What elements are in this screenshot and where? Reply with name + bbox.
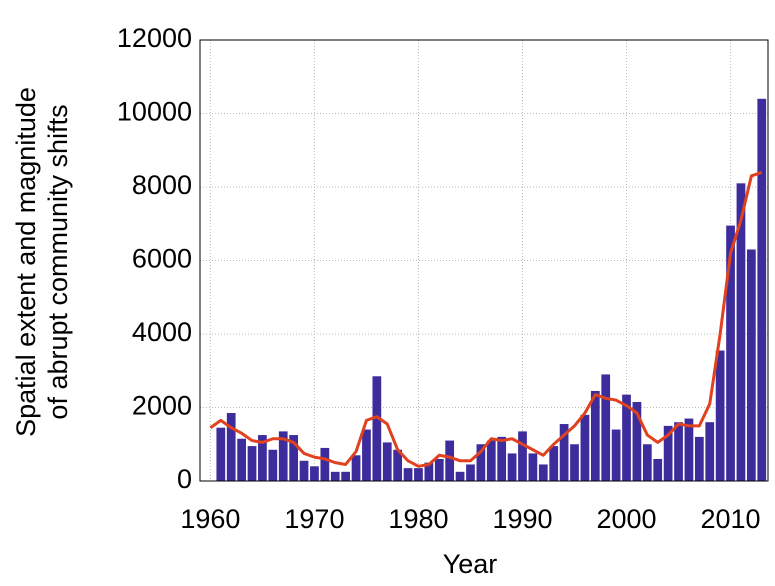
bar <box>674 422 683 481</box>
bar <box>549 446 559 481</box>
x-tick-label: 1960 <box>180 504 240 534</box>
bar <box>497 436 507 481</box>
bar <box>518 431 527 481</box>
bar <box>341 471 351 481</box>
bar <box>289 435 298 481</box>
bar <box>622 394 631 481</box>
x-tick-label: 2000 <box>596 504 656 534</box>
bar <box>580 414 590 481</box>
bar <box>601 374 611 481</box>
plot-frame <box>199 39 769 482</box>
bar <box>330 471 340 481</box>
bar <box>590 390 600 481</box>
y-axis-label: of abrupt community shifts <box>43 104 73 419</box>
bar <box>278 431 288 481</box>
x-tick-label: 1990 <box>492 504 552 534</box>
bar <box>434 458 444 481</box>
bar <box>226 413 236 481</box>
bar <box>632 401 642 481</box>
bar <box>736 183 746 481</box>
bar <box>486 440 496 481</box>
bar <box>726 225 735 481</box>
bar <box>746 249 756 481</box>
bar <box>424 462 434 481</box>
y-tick-label: 4000 <box>132 317 192 347</box>
bar <box>653 458 663 481</box>
bar <box>466 464 475 481</box>
bar <box>663 425 673 481</box>
y-axis-label: Spatial extent and magnitude <box>11 87 41 437</box>
y-tick-label: 6000 <box>132 244 192 274</box>
bar <box>455 471 465 481</box>
bar <box>247 446 257 481</box>
bar <box>299 460 309 481</box>
bar <box>684 418 694 481</box>
bar <box>268 449 278 481</box>
bar <box>705 422 715 481</box>
bar <box>642 444 652 481</box>
bar <box>216 427 226 481</box>
bar <box>372 376 382 481</box>
bar <box>403 468 413 481</box>
bar <box>362 429 371 481</box>
bar <box>320 447 330 481</box>
bar <box>258 435 267 481</box>
x-tick-label: 1980 <box>388 504 448 534</box>
y-tick-label: 12000 <box>117 23 192 53</box>
y-tick-label: 8000 <box>132 170 192 200</box>
bar <box>694 436 704 481</box>
bar <box>351 455 361 481</box>
bar <box>611 429 621 481</box>
x-axis-label: Year <box>443 549 498 579</box>
bar <box>559 424 569 481</box>
bar <box>393 449 403 481</box>
line <box>209 170 763 468</box>
y-tick-label: 10000 <box>117 97 192 127</box>
x-tick-label: 2010 <box>701 504 761 534</box>
bar <box>757 98 767 482</box>
bar <box>476 444 486 481</box>
bar <box>507 453 517 481</box>
bar <box>382 442 392 481</box>
bar <box>538 464 548 481</box>
x-tick-label: 1970 <box>284 504 344 534</box>
bar <box>715 350 725 481</box>
bar <box>445 440 455 481</box>
bar <box>414 468 423 481</box>
y-tick-label: 0 <box>177 464 192 494</box>
bar <box>310 466 319 481</box>
y-tick-label: 2000 <box>132 391 192 421</box>
bar <box>528 453 538 481</box>
bar <box>237 438 246 481</box>
bar <box>570 444 579 481</box>
